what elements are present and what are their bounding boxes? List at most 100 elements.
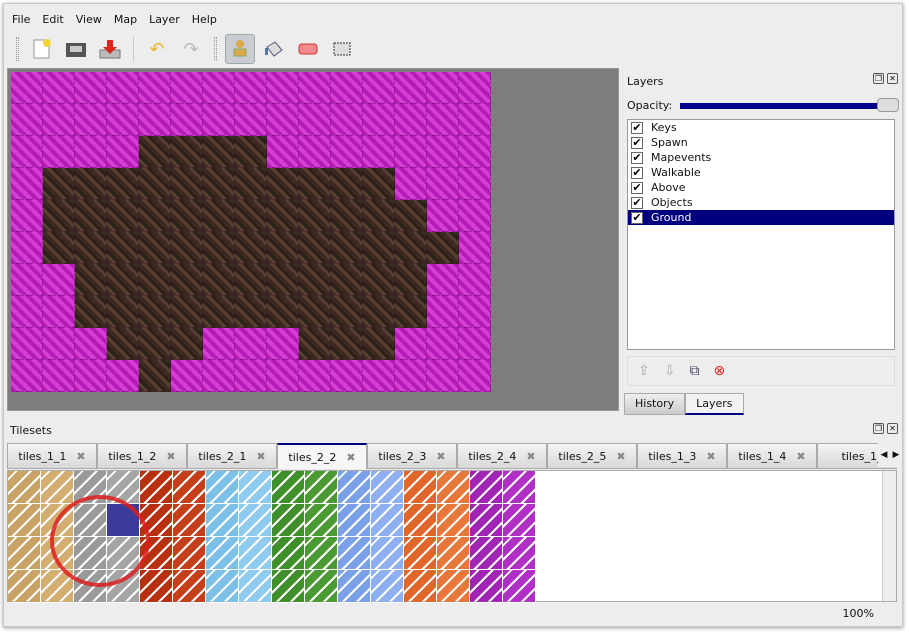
close-tab-icon[interactable]: ✖: [166, 449, 176, 463]
close-tab-icon[interactable]: ✖: [796, 449, 806, 463]
dark-dirt-tile[interactable]: [235, 168, 267, 200]
tileset-tile[interactable]: [470, 570, 503, 603]
dark-dirt-tile[interactable]: [107, 296, 139, 328]
magenta-tile[interactable]: [267, 104, 299, 136]
dark-dirt-tile[interactable]: [299, 328, 331, 360]
tileset-tile[interactable]: [140, 570, 173, 603]
close-tab-icon[interactable]: ✖: [526, 449, 536, 463]
magenta-tile[interactable]: [43, 328, 75, 360]
tileset-tile[interactable]: [437, 504, 470, 537]
dark-dirt-tile[interactable]: [235, 136, 267, 168]
tileset-tile[interactable]: [173, 504, 206, 537]
dark-dirt-tile[interactable]: [171, 200, 203, 232]
magenta-tile[interactable]: [459, 232, 491, 264]
magenta-tile[interactable]: [299, 136, 331, 168]
close-tab-icon[interactable]: ✖: [346, 450, 356, 464]
magenta-tile[interactable]: [11, 168, 43, 200]
dark-dirt-tile[interactable]: [107, 264, 139, 296]
dark-dirt-tile[interactable]: [235, 200, 267, 232]
float-icon[interactable]: ❐: [873, 73, 884, 84]
close-icon[interactable]: ✕: [887, 423, 898, 434]
dark-dirt-tile[interactable]: [395, 264, 427, 296]
layer-item-keys[interactable]: ✔ Keys: [628, 120, 894, 135]
dark-dirt-tile[interactable]: [203, 232, 235, 264]
magenta-tile[interactable]: [43, 296, 75, 328]
magenta-tile[interactable]: [203, 104, 235, 136]
magenta-tile[interactable]: [459, 72, 491, 104]
magenta-tile[interactable]: [235, 72, 267, 104]
dark-dirt-tile[interactable]: [203, 264, 235, 296]
tileset-tile[interactable]: [239, 471, 272, 504]
open-folder-icon[interactable]: [61, 34, 91, 64]
dark-dirt-tile[interactable]: [363, 168, 395, 200]
magenta-tile[interactable]: [331, 72, 363, 104]
tileset-tile[interactable]: [272, 471, 305, 504]
tileset-tile[interactable]: [239, 537, 272, 570]
tileset-tile[interactable]: [338, 570, 371, 603]
magenta-tile[interactable]: [203, 328, 235, 360]
magenta-tile[interactable]: [107, 136, 139, 168]
magenta-tile[interactable]: [11, 328, 43, 360]
dark-dirt-tile[interactable]: [139, 360, 171, 392]
magenta-tile[interactable]: [107, 360, 139, 392]
tileset-tile[interactable]: [503, 537, 536, 570]
magenta-tile[interactable]: [267, 360, 299, 392]
magenta-tile[interactable]: [299, 72, 331, 104]
tileset-tile[interactable]: [338, 471, 371, 504]
tileset-tile[interactable]: [305, 537, 338, 570]
tileset-tile[interactable]: [404, 504, 437, 537]
eraser-icon[interactable]: [293, 34, 323, 64]
magenta-tile[interactable]: [363, 136, 395, 168]
dark-dirt-tile[interactable]: [139, 328, 171, 360]
magenta-tile[interactable]: [11, 136, 43, 168]
dark-dirt-tile[interactable]: [139, 264, 171, 296]
dark-dirt-tile[interactable]: [43, 232, 75, 264]
dark-dirt-tile[interactable]: [75, 296, 107, 328]
layer-item-mapevents[interactable]: ✔ Mapevents: [628, 150, 894, 165]
tab-tiles_1_4[interactable]: tiles_1_4 ✖: [727, 443, 817, 469]
magenta-tile[interactable]: [11, 360, 43, 392]
tileset-tile[interactable]: [239, 570, 272, 603]
dark-dirt-tile[interactable]: [75, 264, 107, 296]
tileset-tile[interactable]: [8, 471, 41, 504]
magenta-tile[interactable]: [427, 136, 459, 168]
dark-dirt-tile[interactable]: [171, 232, 203, 264]
tileset-tile[interactable]: [41, 471, 74, 504]
dark-dirt-tile[interactable]: [363, 200, 395, 232]
dark-dirt-tile[interactable]: [299, 296, 331, 328]
magenta-tile[interactable]: [363, 72, 395, 104]
tab-tiles_2_1[interactable]: tiles_2_1 ✖: [187, 443, 277, 469]
visibility-checkbox[interactable]: ✔: [631, 165, 643, 179]
magenta-tile[interactable]: [427, 328, 459, 360]
dark-dirt-tile[interactable]: [75, 168, 107, 200]
magenta-tile[interactable]: [363, 360, 395, 392]
tileset-tile[interactable]: [206, 471, 239, 504]
tab-tiles_1_2[interactable]: tiles_1_2 ✖: [97, 443, 187, 469]
tab-layers[interactable]: Layers: [685, 393, 744, 415]
layer-item-spawn[interactable]: ✔ Spawn: [628, 135, 894, 150]
magenta-tile[interactable]: [427, 200, 459, 232]
tileset-tile[interactable]: [305, 504, 338, 537]
dark-dirt-tile[interactable]: [107, 232, 139, 264]
duplicate-layer-icon[interactable]: ⧉: [689, 363, 700, 379]
tileset-tile[interactable]: [272, 504, 305, 537]
dark-dirt-tile[interactable]: [299, 168, 331, 200]
tileset-tile[interactable]: [272, 537, 305, 570]
close-tab-icon[interactable]: ✖: [256, 449, 266, 463]
redo-icon[interactable]: ↷: [183, 38, 199, 60]
toolbar-grip[interactable]: [16, 37, 19, 61]
tileset-tile[interactable]: [338, 504, 371, 537]
layer-item-ground[interactable]: ✔ Ground: [628, 210, 894, 225]
magenta-tile[interactable]: [427, 264, 459, 296]
magenta-tile[interactable]: [75, 328, 107, 360]
tileset-tile[interactable]: [239, 504, 272, 537]
dark-dirt-tile[interactable]: [107, 168, 139, 200]
magenta-tile[interactable]: [331, 360, 363, 392]
magenta-tile[interactable]: [459, 200, 491, 232]
scroll-right-icon[interactable]: ▶: [892, 450, 900, 460]
move-layer-up-icon[interactable]: ⇪: [638, 363, 650, 379]
opacity-slider[interactable]: [680, 97, 899, 112]
tab-tiles_1_1[interactable]: tiles_1_1 ✖: [7, 443, 97, 469]
layer-item-objects[interactable]: ✔ Objects: [628, 195, 894, 210]
magenta-tile[interactable]: [459, 360, 491, 392]
